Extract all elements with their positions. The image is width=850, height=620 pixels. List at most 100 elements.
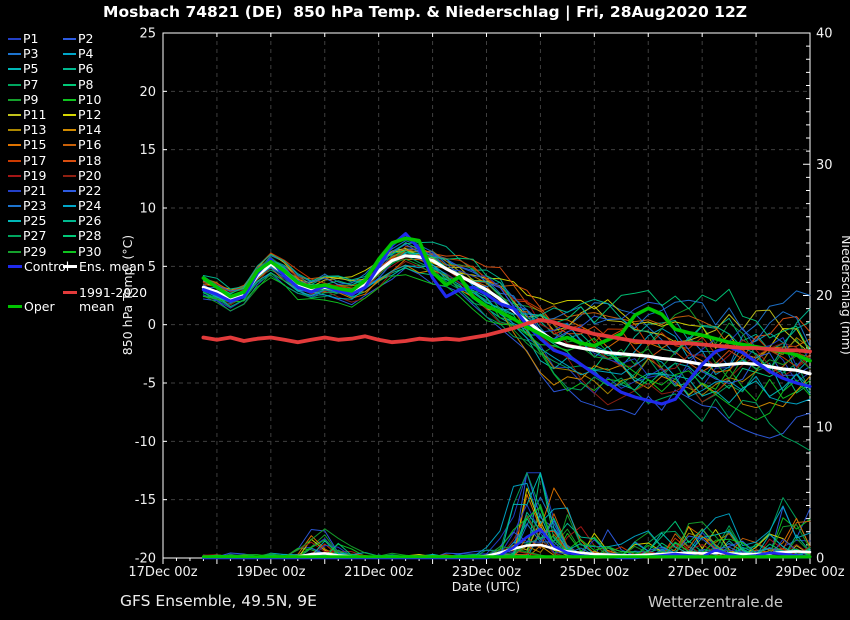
legend-item-p27-swatch bbox=[8, 235, 21, 238]
svg-text:25Dec 00z: 25Dec 00z bbox=[560, 565, 629, 580]
svg-text:25: 25 bbox=[139, 27, 156, 42]
svg-text:-5: -5 bbox=[143, 377, 156, 392]
legend-item-p27: P27 bbox=[8, 228, 63, 243]
legend-item-p8-swatch bbox=[63, 83, 76, 86]
legend-item-p21-swatch bbox=[8, 189, 21, 192]
legend-item-p15: P15 bbox=[8, 137, 63, 152]
svg-text:5: 5 bbox=[148, 260, 156, 275]
legend-item-p29-swatch bbox=[8, 250, 21, 253]
legend-item-p6-swatch bbox=[63, 68, 76, 71]
legend-item-climate-mean-swatch bbox=[63, 291, 77, 294]
x-axis-label: Date (UTC) bbox=[452, 579, 520, 594]
legend-item-p7-swatch bbox=[8, 83, 21, 86]
legend-item-p20: P20 bbox=[63, 168, 145, 183]
legend-item-p17: P17 bbox=[8, 153, 63, 168]
svg-text:40: 40 bbox=[816, 27, 833, 42]
legend-item-p10-swatch bbox=[63, 98, 76, 101]
svg-text:20: 20 bbox=[816, 289, 833, 304]
svg-text:19Dec 00z: 19Dec 00z bbox=[236, 565, 305, 580]
legend-item-p25-swatch bbox=[8, 220, 21, 223]
model-info: GFS Ensemble, 49.5N, 9E bbox=[120, 592, 317, 610]
legend-item-oper: Oper bbox=[8, 300, 63, 314]
ensemble-legend: P1 P2 P3 P4 P5 P6 P7 P8 P9 P10 P11 P12 P13 P14 P15 P16 P… bbox=[8, 31, 145, 274]
legend-item-p23-swatch bbox=[8, 205, 21, 208]
legend-item-p9: P9 bbox=[8, 92, 63, 107]
highlight-lines bbox=[201, 232, 812, 560]
legend-item-p19: P19 bbox=[8, 168, 63, 183]
watermark: Wetterzentrale.de bbox=[648, 593, 784, 611]
svg-text:10: 10 bbox=[816, 420, 833, 435]
svg-text:27Dec 00z: 27Dec 00z bbox=[668, 565, 737, 580]
legend-item-p28-swatch bbox=[63, 235, 76, 238]
svg-text:-20: -20 bbox=[135, 552, 156, 567]
legend-item-p5-swatch bbox=[8, 68, 21, 71]
svg-text:21Dec 00z: 21Dec 00z bbox=[344, 565, 413, 580]
svg-text:17Dec 00z: 17Dec 00z bbox=[128, 565, 197, 580]
gridlines bbox=[163, 33, 810, 558]
legend-item-oper-swatch bbox=[8, 305, 22, 308]
legend-item-p2: P2 bbox=[63, 31, 145, 46]
legend-item-p13: P13 bbox=[8, 122, 63, 137]
legend-item-p3-swatch bbox=[8, 53, 21, 56]
legend-item-climate-mean: 1991-2020 mean bbox=[63, 286, 147, 314]
svg-text:30: 30 bbox=[816, 158, 833, 173]
legend-item-p17-swatch bbox=[8, 159, 21, 162]
legend-item-p9-swatch bbox=[8, 98, 21, 101]
legend-item-p15-swatch bbox=[8, 144, 21, 147]
legend-item-p24: P24 bbox=[63, 198, 145, 213]
svg-text:20: 20 bbox=[139, 85, 156, 100]
legend-extra: Oper 1991-2020 mean bbox=[8, 286, 147, 314]
y-axis-label-left: 850 hPa Temp. (°C) bbox=[120, 235, 135, 355]
y-axis-label-right: Niederschlag (mm) bbox=[839, 235, 850, 355]
legend-item-p26: P26 bbox=[63, 213, 145, 228]
legend-item-control-swatch bbox=[8, 264, 22, 268]
svg-text:15: 15 bbox=[139, 143, 156, 158]
legend-item-control: Control bbox=[8, 259, 69, 274]
legend-item-p19-swatch bbox=[8, 174, 21, 177]
svg-text:0: 0 bbox=[148, 318, 156, 333]
legend-item-p4: P4 bbox=[63, 46, 145, 61]
legend-item-p20-swatch bbox=[63, 174, 76, 177]
legend-item-p11-swatch bbox=[8, 113, 21, 116]
legend-item-p26-swatch bbox=[63, 220, 76, 223]
svg-text:23Dec 00z: 23Dec 00z bbox=[452, 565, 521, 580]
legend-item-p30: P30 bbox=[63, 244, 145, 259]
svg-text:-15: -15 bbox=[135, 493, 156, 508]
legend-item-p1: P1 bbox=[8, 31, 63, 46]
svg-text:10: 10 bbox=[139, 202, 156, 217]
legend-item-p21: P21 bbox=[8, 183, 63, 198]
legend-item-p22: P22 bbox=[63, 183, 145, 198]
legend-item-p7: P7 bbox=[8, 77, 63, 92]
legend-item-p5: P5 bbox=[8, 61, 63, 76]
legend-item-p3: P3 bbox=[8, 46, 63, 61]
legend-item-ens-mean-swatch bbox=[63, 264, 77, 268]
legend-item-p23: P23 bbox=[8, 198, 63, 213]
legend-item-p29: P29 bbox=[8, 244, 63, 259]
chart-title: Mosbach 74821 (DE) 850 hPa Temp. & Niede… bbox=[103, 3, 747, 21]
legend-item-ens-mean: Ens. mean bbox=[63, 259, 145, 274]
legend-item-p28: P28 bbox=[63, 228, 145, 243]
legend-item-p1-swatch bbox=[8, 38, 21, 40]
legend-item-p24-swatch bbox=[63, 205, 76, 208]
legend-item-p16-swatch bbox=[63, 144, 76, 147]
legend-item-p14-swatch bbox=[63, 129, 76, 132]
legend-item-p12: P12 bbox=[63, 107, 145, 122]
legend-item-p4-swatch bbox=[63, 53, 76, 56]
legend-item-p14: P14 bbox=[63, 122, 145, 137]
legend-item-p12-swatch bbox=[63, 113, 76, 116]
legend-item-p25: P25 bbox=[8, 213, 63, 228]
legend-item-p6: P6 bbox=[63, 61, 145, 76]
svg-text:-10: -10 bbox=[135, 435, 156, 450]
legend-item-p13-swatch bbox=[8, 129, 21, 132]
legend-item-p2-swatch bbox=[63, 38, 76, 40]
svg-text:29Dec 00z: 29Dec 00z bbox=[775, 565, 844, 580]
legend-item-p18: P18 bbox=[63, 153, 145, 168]
tick-labels: 25 20 15 10 5 0 -5 -10 -15 -20 40 30 20 10 0 17Dec 00z 1… bbox=[128, 27, 844, 581]
legend-item-p22-swatch bbox=[63, 189, 76, 192]
ensemble-member-precip-lines bbox=[202, 472, 811, 559]
legend-item-p10: P10 bbox=[63, 92, 145, 107]
legend-item-p30-swatch bbox=[63, 250, 76, 253]
legend-item-p11: P11 bbox=[8, 107, 63, 122]
